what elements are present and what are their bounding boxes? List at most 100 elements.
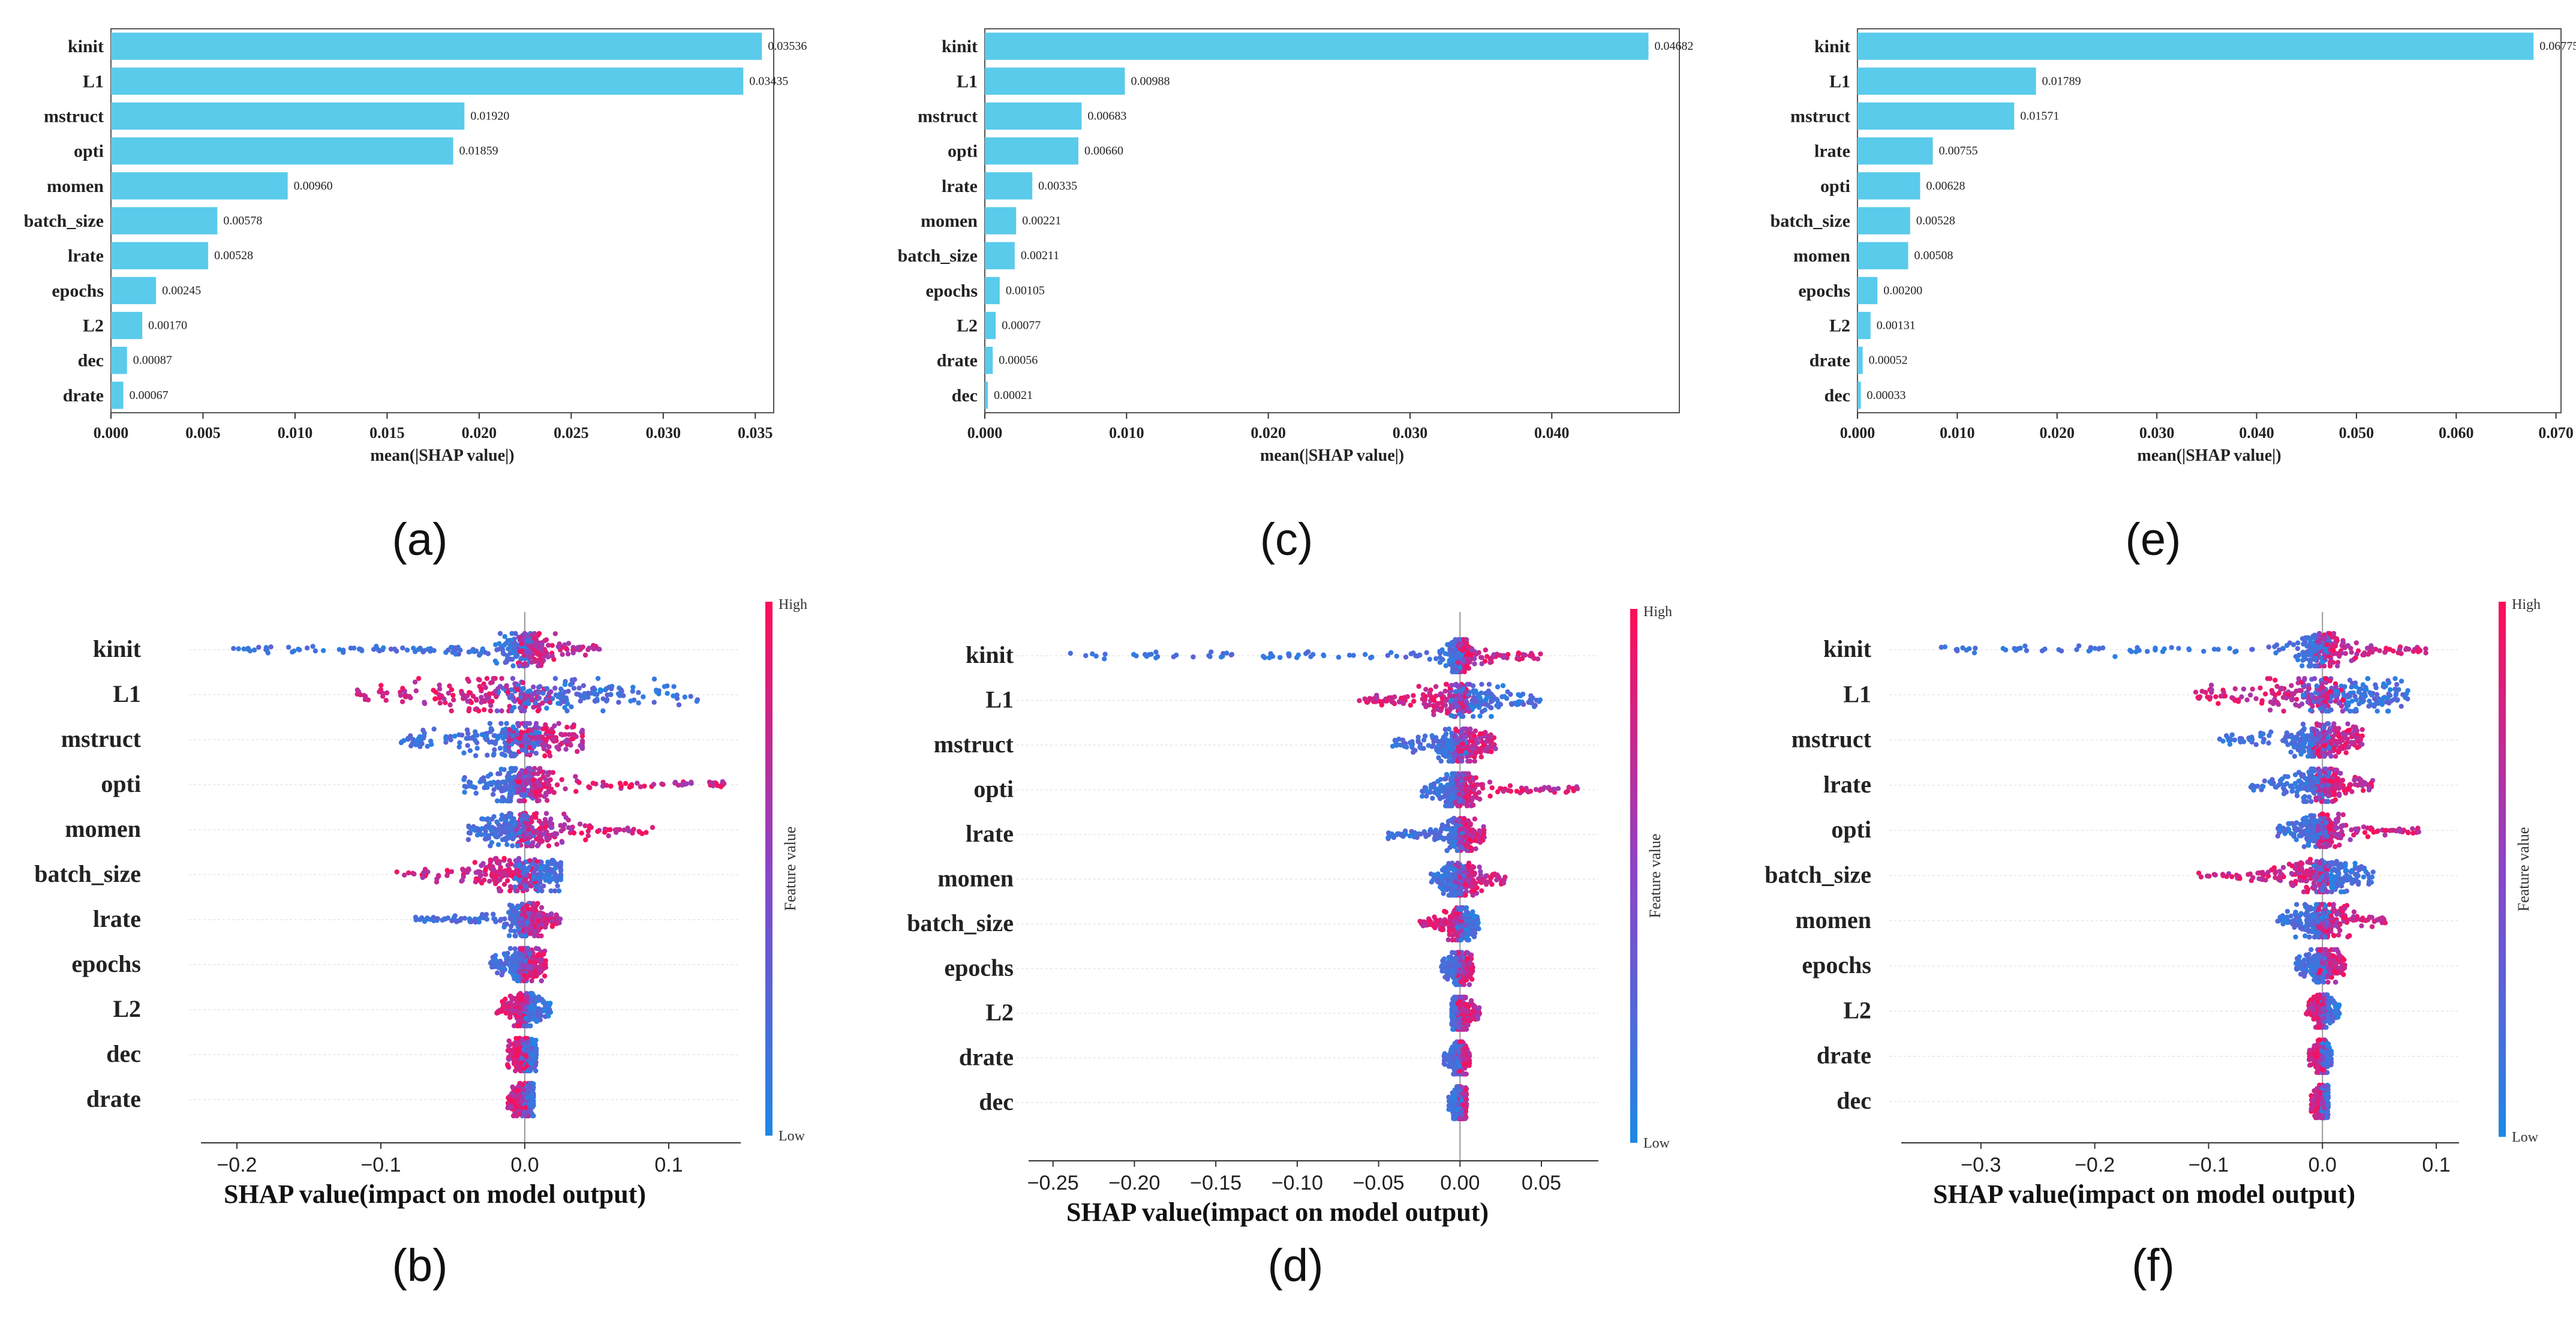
shap-dot xyxy=(405,735,411,741)
shap-dot xyxy=(231,646,236,652)
shap-dot xyxy=(528,1046,534,1052)
shap-dot xyxy=(578,743,583,749)
shap-dot xyxy=(1402,743,1407,749)
shap-dot xyxy=(529,991,535,996)
shap-dot xyxy=(650,825,656,830)
shap-dot xyxy=(479,695,484,700)
shap-dot xyxy=(536,834,542,839)
shap-dot xyxy=(465,837,471,842)
shap-dot xyxy=(488,771,494,777)
shap-dot xyxy=(1526,699,1531,705)
bar-momen xyxy=(1857,242,1908,269)
shap-dot xyxy=(488,708,494,714)
shap-dot xyxy=(525,867,530,873)
shap-dot xyxy=(380,691,386,697)
shap-dot xyxy=(479,778,485,783)
bar-mstruct xyxy=(985,102,1082,130)
shap-dot xyxy=(1463,637,1469,643)
shap-dot xyxy=(522,631,527,637)
shap-dot xyxy=(491,911,496,917)
shap-dot xyxy=(518,705,523,711)
shap-dot xyxy=(503,960,509,965)
shap-dot xyxy=(533,700,538,705)
shap-dot xyxy=(408,695,413,701)
shap-dot xyxy=(524,1039,530,1045)
shap-dot xyxy=(505,1063,510,1068)
bar-batch_size xyxy=(1857,207,1910,235)
shap-dot xyxy=(506,1043,512,1049)
bar-L2 xyxy=(1857,311,1871,340)
shap-dot xyxy=(447,702,453,708)
shap-dot xyxy=(569,677,575,683)
category-label: drate xyxy=(937,351,978,371)
feature-label: kinit xyxy=(93,635,142,662)
shap-dot xyxy=(519,1038,525,1043)
shap-dot xyxy=(1478,754,1484,759)
shap-dot xyxy=(630,689,636,694)
shap-dot xyxy=(513,738,519,744)
shap-dot xyxy=(404,647,410,653)
bar-value-label: 0.03435 xyxy=(749,74,788,88)
shap-dot xyxy=(507,826,513,831)
shap-dot xyxy=(515,683,521,688)
bar-value-label: 0.06775 xyxy=(2539,40,2576,53)
shap-dot xyxy=(497,877,503,882)
shap-dot xyxy=(1463,750,1469,755)
shap-dot xyxy=(537,788,542,794)
shap-dot xyxy=(606,833,611,839)
shap-dot xyxy=(608,827,613,833)
colorbar-high-label: High xyxy=(778,597,807,613)
shap-dot xyxy=(556,720,561,726)
shap-dot xyxy=(495,842,501,848)
shap-dot xyxy=(507,916,513,921)
shap-dot xyxy=(1460,726,1466,732)
shap-dot xyxy=(516,855,522,861)
shap-dot xyxy=(482,650,488,655)
shap-dot xyxy=(420,875,425,881)
shap-dot xyxy=(1102,652,1108,657)
shap-dot xyxy=(636,700,641,705)
shap-dot xyxy=(1483,696,1489,702)
bar-dec xyxy=(111,347,127,374)
colorbar-low-label: Low xyxy=(778,1128,805,1144)
bar-value-label: 0.01920 xyxy=(470,109,509,122)
shap-dot xyxy=(574,691,579,697)
shap-dot xyxy=(518,695,524,700)
shap-dot xyxy=(247,648,253,654)
shap-dot xyxy=(363,693,368,699)
shap-dot xyxy=(1566,785,1572,790)
shap-dot xyxy=(354,691,360,697)
shap-dot xyxy=(526,777,532,783)
shap-dot xyxy=(544,798,550,803)
shap-dot xyxy=(519,1056,525,1061)
shap-dot xyxy=(462,695,468,701)
shap-dot xyxy=(462,915,468,921)
bar-value-label: 0.00056 xyxy=(999,354,1038,367)
feature-label: L2 xyxy=(113,995,141,1022)
shap-dot xyxy=(519,747,525,753)
shap-dot xyxy=(499,751,505,757)
shap-dot xyxy=(538,866,544,871)
shap-dot xyxy=(312,648,318,654)
shap-dot xyxy=(1466,794,1471,799)
x-tick-label: 0.025 xyxy=(554,424,589,442)
shap-dot xyxy=(500,734,506,739)
bar-value-label: 0.00077 xyxy=(1002,319,1041,332)
shap-dot xyxy=(286,644,291,650)
shap-dot xyxy=(442,916,447,921)
shap-dot xyxy=(621,693,626,698)
shap-dot xyxy=(1473,775,1478,780)
shap-dot xyxy=(488,729,494,734)
shap-dot xyxy=(1209,649,1214,655)
shap-dot xyxy=(1480,731,1486,737)
shap-dot xyxy=(1473,791,1478,797)
bar-value-label: 0.00245 xyxy=(162,284,201,297)
shap-dot xyxy=(513,1104,519,1109)
shap-dot xyxy=(341,650,346,655)
shap-dot xyxy=(531,870,537,875)
shap-dot xyxy=(577,821,583,827)
category-label: epochs xyxy=(925,281,978,301)
shap-dot xyxy=(555,694,561,699)
shap-dot xyxy=(563,746,569,752)
feature-label: L1 xyxy=(113,680,141,707)
